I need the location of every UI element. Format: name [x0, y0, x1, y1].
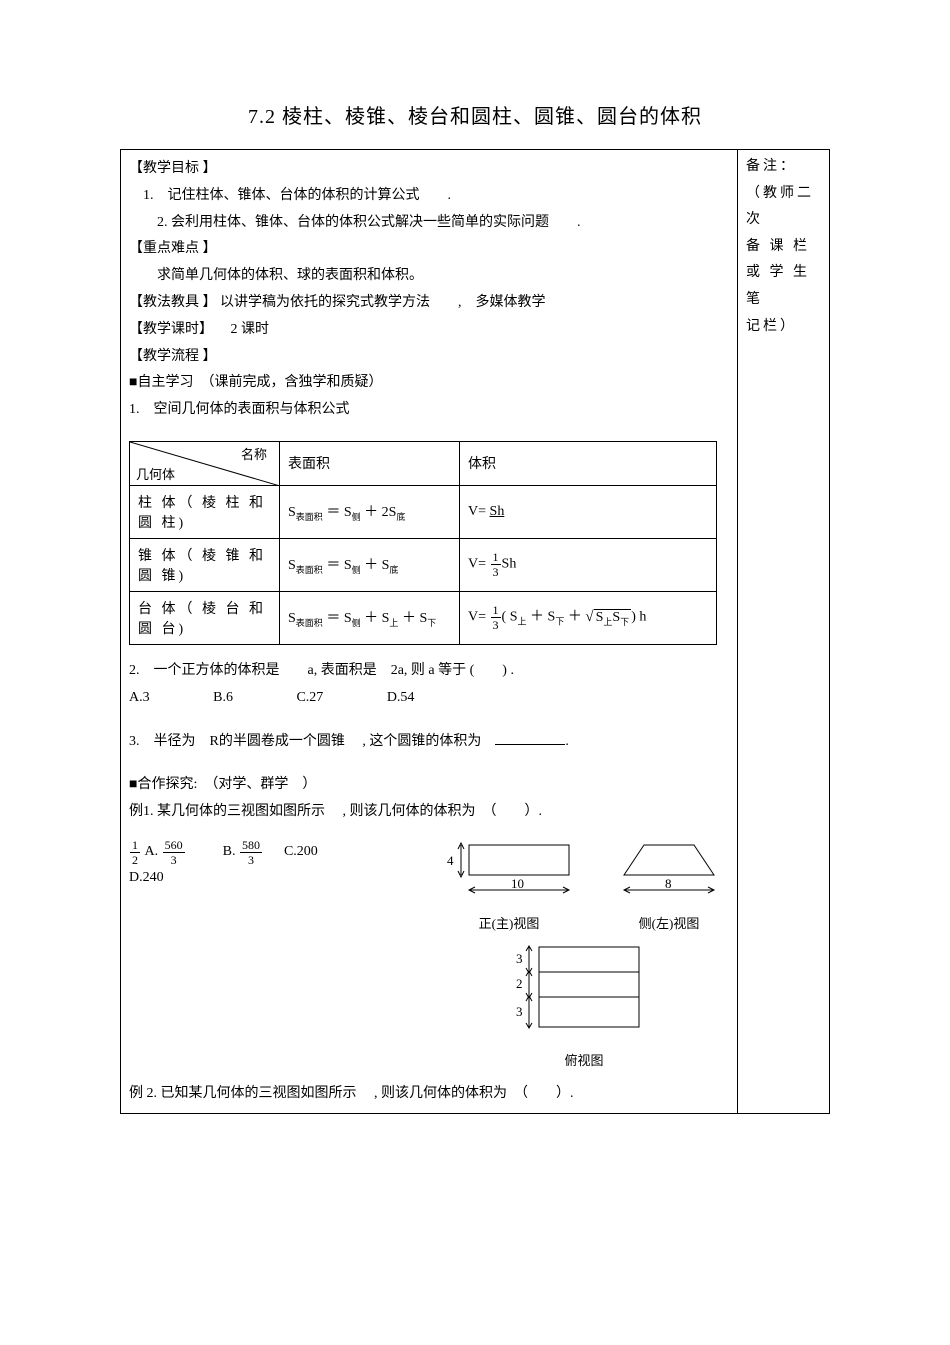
row3-volume: V= 13( S上 ＋ S下 ＋ √S上S下) h: [460, 591, 717, 644]
period-text: 2 课时: [217, 322, 270, 337]
row1-volume: V= Sh: [460, 485, 717, 538]
q2-A: A.3: [129, 686, 150, 710]
row2-surface: S表面积 ＝ S侧 ＋ S底: [280, 538, 460, 591]
notes-l2: 备 课 栏 或 学 生 笔: [746, 234, 821, 314]
svg-text:10: 10: [511, 876, 524, 891]
svg-text:3: 3: [516, 951, 523, 966]
q3-text: 3. 半径为 R的半圆卷成一个圆锥 , 这个圆锥的体积为 .: [129, 730, 729, 754]
ex1-D: D.240: [129, 870, 429, 886]
key-label: 【重点难点 】: [129, 237, 729, 261]
ex1-text: 例1. 某几何体的三视图如图所示 , 则该几何体的体积为 （ ）.: [129, 800, 729, 824]
flow-label: 【教学流程 】: [129, 345, 729, 369]
period-line: 【教学课时】 2 课时: [129, 318, 729, 342]
surface-header: 表面积: [280, 441, 460, 485]
solid-label: 几何体: [136, 464, 175, 483]
notes-l3: 记栏）: [746, 314, 821, 341]
svg-text:2: 2: [516, 976, 523, 991]
side-view-svg: 8: [609, 835, 729, 905]
front-view-caption: 正(主)视图: [439, 913, 579, 932]
name-label: 名称: [241, 444, 267, 463]
row3-name: 台 体（ 棱 台 和 圆 台): [130, 591, 280, 644]
ex1-B-label: B.: [223, 844, 236, 860]
svg-text:8: 8: [665, 876, 672, 891]
svg-text:4: 4: [447, 853, 454, 868]
q2-C: C.27: [296, 686, 323, 710]
method-text: 以讲学稿为依托的探究式教学方法 , 多媒体教学: [220, 295, 546, 310]
row3-surface: S表面积 ＝ S侧 ＋ S上 ＋ S下: [280, 591, 460, 644]
front-view: 4 10 正(主)视图: [439, 835, 579, 932]
goal-2: 2. 会利用柱体、锥体、台体的体积公式解决一些简单的实际问题 .: [129, 211, 729, 235]
three-views: 4 10 正(主)视图: [439, 835, 729, 1069]
row2-volume: V= 13Sh: [460, 538, 717, 591]
side-view-caption: 侧(左)视图: [609, 913, 729, 932]
ex2-text: 例 2. 已知某几何体的三视图如图所示 , 则该几何体的体积为 （ ）.: [129, 1082, 729, 1106]
content-table: 【教学目标 】 1. 记住柱体、锥体、台体的体积的计算公式 . 2. 会利用柱体…: [120, 149, 830, 1114]
page-title: 7.2 棱柱、棱锥、棱台和圆柱、圆锥、圆台的体积: [120, 100, 830, 129]
top-view-svg: 3 2 3: [504, 942, 664, 1042]
ex1-A-label: A.: [145, 844, 159, 860]
goal-label: 【教学目标 】: [129, 157, 729, 181]
row1-surface: S表面积 ＝ S侧 ＋ 2S底: [280, 485, 460, 538]
method-label: 【教法教具 】: [129, 295, 217, 310]
top-view: 3 2 3 俯视图: [504, 942, 664, 1069]
notes-column: 备注：（教师二次 备 课 栏 或 学 生 笔 记栏）: [738, 150, 830, 1114]
notes-l1: 备注：（教师二次: [746, 154, 821, 234]
ex1-C: C.200: [284, 844, 318, 860]
q2-options: A.3 B.6 C.27 D.54: [129, 686, 729, 710]
section-1: 1. 空间几何体的表面积与体积公式: [129, 398, 729, 422]
row2-name: 锥 体（ 棱 锥 和 圆 锥): [130, 538, 280, 591]
q3-blank: [495, 744, 565, 745]
diag-header: 名称 几何体: [130, 441, 280, 485]
key-text: 求简单几何体的体积、球的表面积和体积。: [129, 264, 729, 288]
side-view: 8 侧(左)视图: [609, 835, 729, 932]
ex1-options: 12 A. 5603 B. 5803 C.200 D.240: [129, 835, 429, 890]
method-line: 【教法教具 】 以讲学稿为依托的探究式教学方法 , 多媒体教学: [129, 291, 729, 315]
top-view-caption: 俯视图: [504, 1050, 664, 1069]
coop-label: ■合作探究: （对学、群学 ）: [129, 773, 729, 797]
q2-text: 2. 一个正方体的体积是 a, 表面积是 2a, 则 a 等于 ( ) .: [129, 659, 729, 683]
self-label: ■自主学习 （课前完成，含独学和质疑）: [129, 371, 729, 395]
front-view-svg: 4 10: [439, 835, 579, 905]
svg-text:3: 3: [516, 1004, 523, 1019]
formula-table: 名称 几何体 表面积 体积 柱 体（ 棱 柱 和 圆 柱) S表面积 ＝ S侧 …: [129, 441, 717, 645]
q2-D: D.54: [387, 686, 415, 710]
row1-name: 柱 体（ 棱 柱 和 圆 柱): [130, 485, 280, 538]
main-content: 【教学目标 】 1. 记住柱体、锥体、台体的体积的计算公式 . 2. 会利用柱体…: [121, 150, 738, 1114]
period-label: 【教学课时】: [129, 322, 213, 337]
goal-1: 1. 记住柱体、锥体、台体的体积的计算公式 .: [129, 184, 729, 208]
volume-header: 体积: [460, 441, 717, 485]
q2-B: B.6: [213, 686, 233, 710]
